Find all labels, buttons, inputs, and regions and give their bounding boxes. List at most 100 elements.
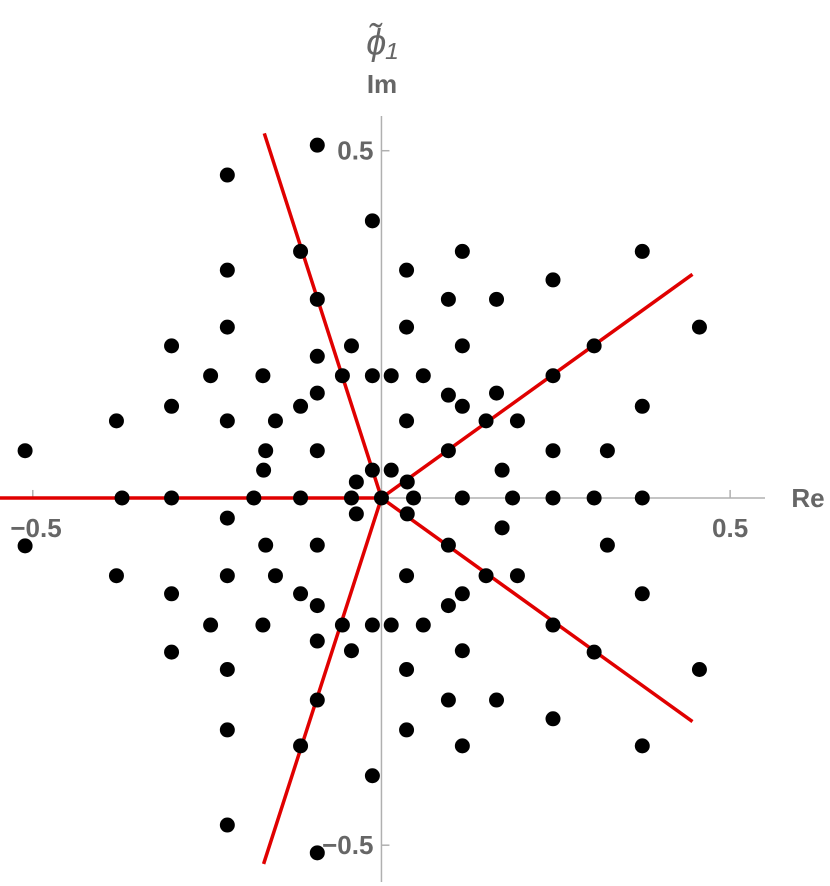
- point: [108, 413, 124, 429]
- point: [164, 586, 180, 602]
- point: [489, 385, 505, 401]
- point: [545, 617, 561, 633]
- point: [267, 568, 283, 584]
- point: [203, 368, 219, 384]
- point: [267, 413, 283, 429]
- point: [309, 633, 325, 649]
- point: [634, 490, 650, 506]
- point: [164, 490, 180, 506]
- point: [634, 586, 650, 602]
- point: [293, 586, 309, 602]
- point: [334, 368, 350, 384]
- point: [415, 617, 431, 633]
- point: [399, 262, 415, 278]
- point: [440, 387, 456, 403]
- point: [399, 474, 415, 490]
- point: [634, 738, 650, 754]
- point: [343, 643, 359, 659]
- point: [258, 443, 274, 459]
- chart-title: ϕ̃₁: [366, 22, 397, 63]
- point: [383, 617, 399, 633]
- point: [634, 398, 650, 414]
- point: [343, 338, 359, 354]
- point: [399, 319, 415, 335]
- point: [454, 338, 470, 354]
- point: [440, 598, 456, 614]
- point: [364, 768, 380, 784]
- point: [373, 490, 389, 506]
- point: [219, 413, 235, 429]
- point: [258, 537, 274, 553]
- ray: [380, 496, 694, 723]
- y-axis-label: Im: [367, 69, 397, 99]
- point: [545, 711, 561, 727]
- point: [309, 385, 325, 401]
- point: [454, 643, 470, 659]
- point: [246, 490, 262, 506]
- point: [545, 443, 561, 459]
- point: [454, 398, 470, 414]
- point: [114, 490, 130, 506]
- x-tick-label: −0.5: [10, 513, 61, 543]
- point: [364, 617, 380, 633]
- point: [219, 510, 235, 526]
- point: [454, 490, 470, 506]
- point: [383, 368, 399, 384]
- point: [219, 167, 235, 183]
- point: [108, 568, 124, 584]
- point: [509, 568, 525, 584]
- x-axis-label: Re: [791, 483, 824, 513]
- point: [364, 462, 380, 478]
- point: [478, 413, 494, 429]
- point: [505, 490, 521, 506]
- point: [406, 490, 422, 506]
- point: [255, 368, 271, 384]
- point: [293, 243, 309, 259]
- point: [691, 319, 707, 335]
- point: [440, 537, 456, 553]
- point: [415, 368, 431, 384]
- point: [691, 661, 707, 677]
- point: [309, 845, 325, 861]
- point: [309, 348, 325, 364]
- point: [164, 398, 180, 414]
- point: [634, 243, 650, 259]
- point: [489, 291, 505, 307]
- point: [203, 617, 219, 633]
- point: [219, 319, 235, 335]
- point: [454, 243, 470, 259]
- point: [255, 617, 271, 633]
- point: [586, 644, 602, 660]
- ray: [380, 272, 694, 500]
- point: [309, 443, 325, 459]
- point: [309, 291, 325, 307]
- y-tick-label: −0.5: [322, 830, 373, 860]
- point: [293, 490, 309, 506]
- point: [383, 462, 399, 478]
- ray: [261, 497, 384, 865]
- point: [599, 443, 615, 459]
- point: [219, 817, 235, 833]
- point: [219, 722, 235, 738]
- point: [17, 443, 33, 459]
- point: [348, 474, 364, 490]
- point: [545, 490, 561, 506]
- point: [364, 368, 380, 384]
- point: [399, 506, 415, 522]
- point: [343, 490, 359, 506]
- point: [399, 413, 415, 429]
- point: [399, 661, 415, 677]
- point: [309, 537, 325, 553]
- point: [334, 617, 350, 633]
- point: [293, 398, 309, 414]
- point: [494, 462, 510, 478]
- point: [219, 661, 235, 677]
- point: [348, 506, 364, 522]
- point: [440, 443, 456, 459]
- point: [545, 272, 561, 288]
- point: [440, 291, 456, 307]
- point: [494, 520, 510, 536]
- point: [440, 692, 456, 708]
- point: [219, 262, 235, 278]
